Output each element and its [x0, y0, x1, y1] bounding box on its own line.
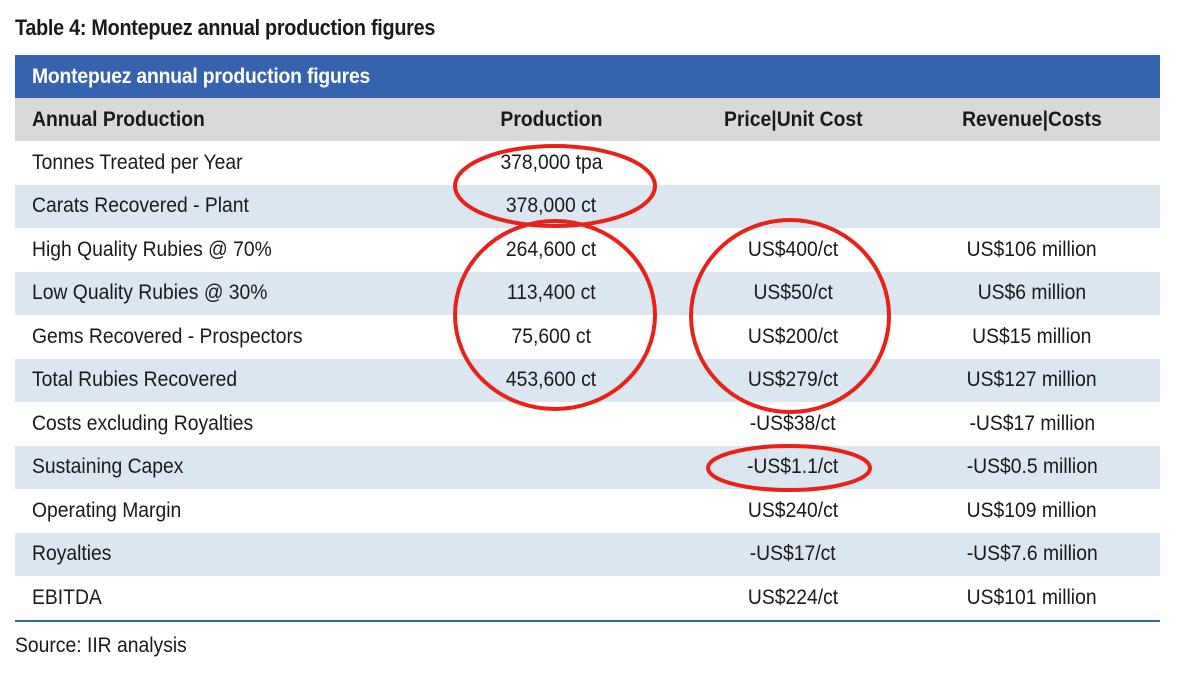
table-title-bar: Montepuez annual production figures	[15, 55, 1160, 98]
production-cell: 378,000 tpa	[499, 150, 603, 174]
revenue-cell: US$101 million	[967, 585, 1097, 609]
table-row: Carats Recovered - Plant 378,000 ct	[15, 184, 1160, 228]
table-row: Tonnes Treated per Year 378,000 tpa	[15, 141, 1160, 185]
table-title: Montepuez annual production figures	[32, 65, 371, 88]
price-cell: -US$1.1/ct	[747, 455, 839, 479]
header-annual-production: Annual Production	[32, 107, 205, 131]
production-cell: 75,600 ct	[511, 324, 591, 348]
table-row: EBITDA US$224/ct US$101 million	[15, 576, 1160, 620]
row-label: Total Rubies Recovered	[32, 368, 238, 392]
row-label: Operating Margin	[32, 498, 182, 522]
revenue-cell: -US$7.6 million	[966, 542, 1098, 566]
table-row: Total Rubies Recovered 453,600 ct US$279/c…	[15, 358, 1160, 402]
row-label: Sustaining Capex	[32, 455, 184, 479]
price-cell: US$279/ct	[747, 368, 839, 392]
table-row: High Quality Rubies @ 70% 264,600 ct US$40…	[15, 228, 1160, 272]
row-label: Low Quality Rubies @ 30%	[32, 281, 268, 305]
price-cell	[682, 151, 904, 175]
price-cell: US$224/ct	[747, 585, 839, 609]
production-cell: 453,600 ct	[505, 368, 597, 392]
price-cell: US$200/ct	[747, 324, 839, 348]
production-cell	[420, 455, 682, 479]
production-cell	[420, 499, 682, 523]
header-revenue-costs: Revenue|Costs	[962, 107, 1102, 131]
revenue-cell: -US$17 million	[969, 411, 1095, 435]
revenue-cell: US$106 million	[967, 237, 1097, 261]
table-row: Operating Margin US$240/ct US$109 million	[15, 489, 1160, 533]
production-cell: 113,400 ct	[506, 281, 596, 305]
source-note: Source: IIR analysis	[15, 634, 187, 657]
production-cell	[420, 542, 682, 566]
table-caption: Table 4: Montepuez annual production fig…	[15, 15, 436, 40]
price-cell: -US$38/ct	[750, 411, 836, 435]
header-production: Production	[500, 107, 602, 131]
row-label: Tonnes Treated per Year	[32, 150, 243, 174]
production-cell: 378,000 ct	[505, 194, 597, 218]
price-cell: US$50/ct	[753, 281, 833, 305]
row-label: Gems Recovered - Prospectors	[32, 324, 303, 348]
row-label: Royalties	[32, 542, 112, 566]
production-cell: 264,600 ct	[505, 237, 597, 261]
table-row: Gems Recovered - Prospectors 75,600 ct US$…	[15, 315, 1160, 359]
header-price-unit-cost: Price|Unit Cost	[723, 107, 863, 131]
production-cell	[420, 412, 682, 436]
price-cell: US$400/ct	[747, 237, 839, 261]
production-cell	[420, 586, 682, 610]
table-row: Royalties -US$17/ct -US$7.6 million	[15, 532, 1160, 576]
revenue-cell: US$15 million	[972, 324, 1092, 348]
revenue-cell	[904, 194, 1160, 218]
row-label: Costs excluding Royalties	[32, 411, 254, 435]
row-label: Carats Recovered - Plant	[32, 194, 249, 218]
revenue-cell: US$6 million	[977, 281, 1087, 305]
table-row: Costs excluding Royalties -US$38/ct -US$17…	[15, 402, 1160, 446]
production-table: Montepuez annual production figures Annu…	[15, 55, 1160, 622]
revenue-cell: -US$0.5 million	[966, 455, 1098, 479]
price-cell: -US$17/ct	[750, 542, 836, 566]
revenue-cell: US$127 million	[967, 368, 1097, 392]
table-header-row: Annual Production Production Price|Unit …	[15, 98, 1160, 141]
revenue-cell: US$109 million	[967, 498, 1097, 522]
table-bottom-rule	[15, 619, 1160, 622]
row-label: EBITDA	[32, 585, 102, 609]
price-cell	[682, 194, 904, 218]
table-row: Low Quality Rubies @ 30% 113,400 ct US$50/…	[15, 271, 1160, 315]
price-cell: US$240/ct	[747, 498, 839, 522]
revenue-cell	[904, 151, 1160, 175]
table-row: Sustaining Capex -US$1.1/ct -US$0.5 millio…	[15, 445, 1160, 489]
row-label: High Quality Rubies @ 70%	[32, 237, 272, 261]
